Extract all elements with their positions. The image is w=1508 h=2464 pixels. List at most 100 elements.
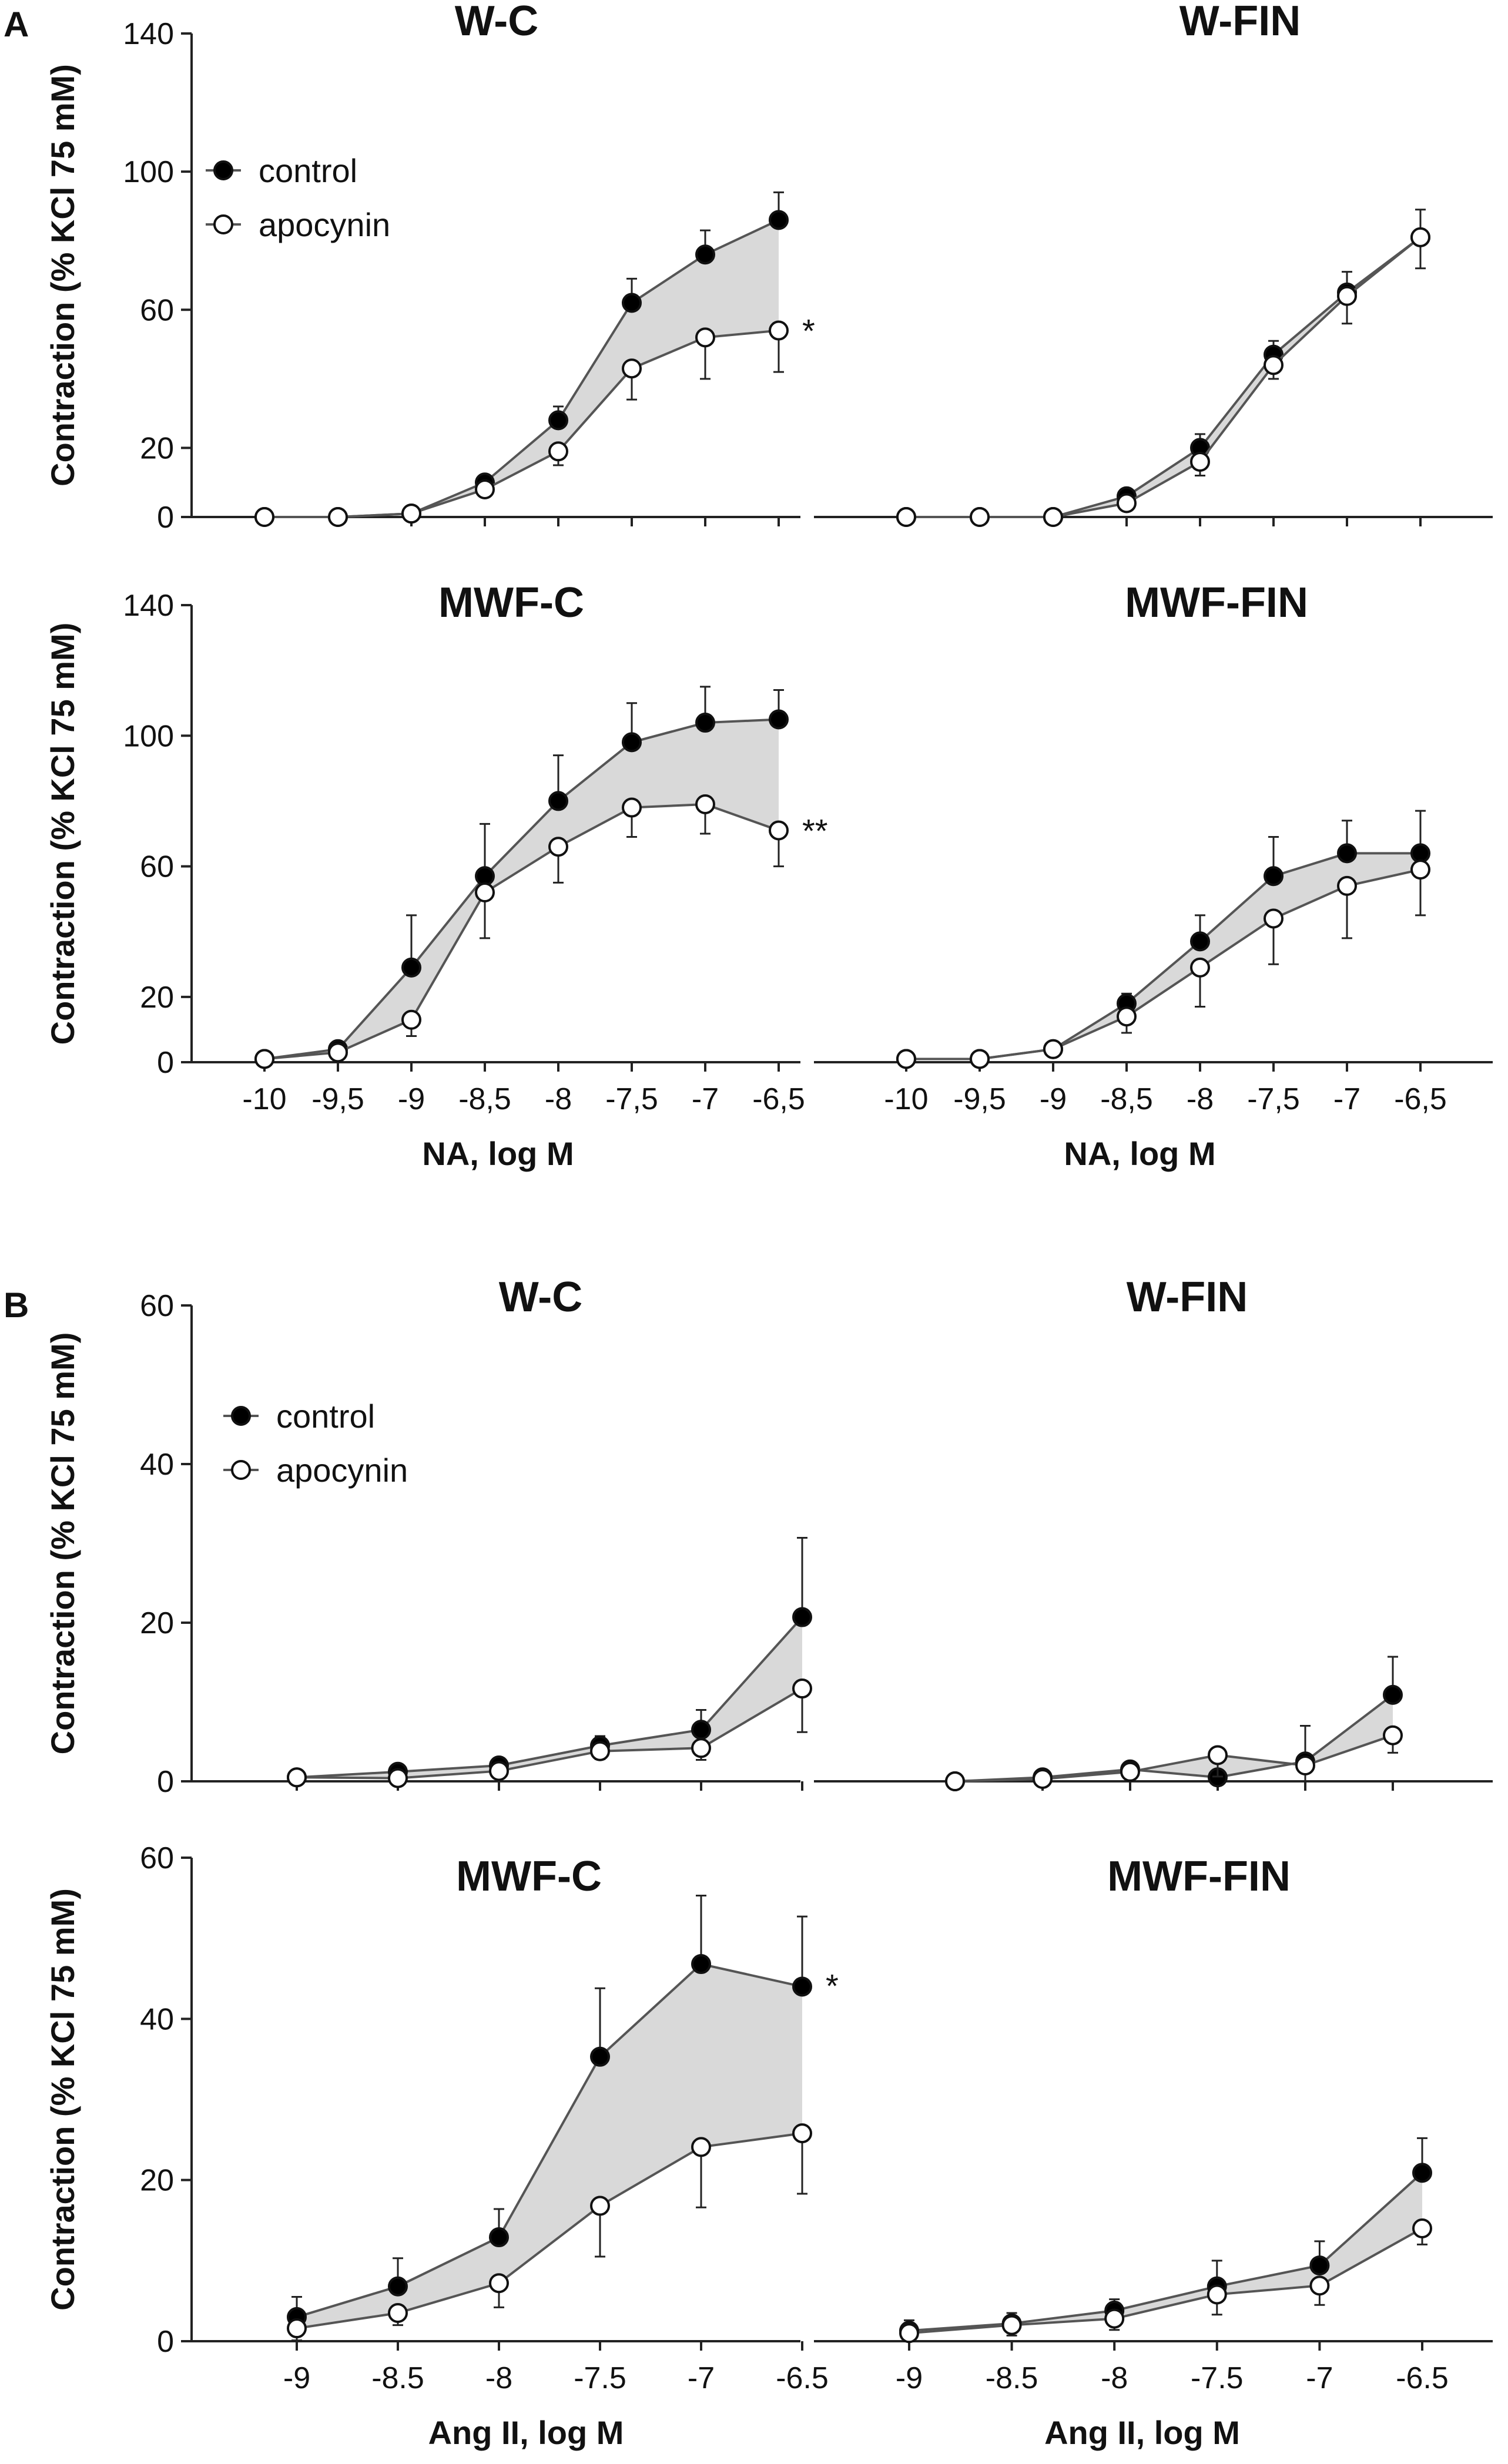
apocynin-point <box>1410 227 1430 247</box>
x-tick-label: -7 <box>1306 2361 1333 2395</box>
legend-apocynin-marker <box>213 214 233 234</box>
apocynin-point <box>970 507 990 527</box>
x-tick-label: -8 <box>1101 2361 1128 2395</box>
apocynin-point <box>792 2123 812 2144</box>
control-point <box>769 210 789 230</box>
x-axis-title: NA, log M <box>422 1135 574 1172</box>
apocynin-point <box>1412 2218 1432 2238</box>
y-tick-label: 60 <box>140 1841 174 1875</box>
apocynin-point <box>287 1767 307 1788</box>
x-tick-label: -8 <box>545 1082 572 1116</box>
y-tick-label: 0 <box>157 1046 174 1080</box>
x-tick-label: -6,5 <box>1394 1082 1447 1116</box>
apocynin-point <box>622 358 642 379</box>
apocynin-point <box>691 2137 711 2157</box>
control-point <box>695 713 715 733</box>
chart-5: 0 20 40 60 Contraction (% KCl 75 mM) W-C <box>44 1274 812 1799</box>
control-point <box>548 791 568 811</box>
apocynin-point <box>896 1049 916 1069</box>
control-point <box>475 866 495 887</box>
control-point <box>388 2276 408 2297</box>
chart-2: W-FIN <box>814 0 1493 527</box>
legend-apocynin-label: apocynin <box>259 206 390 243</box>
apocynin-point <box>792 1679 812 1699</box>
y-axis-title: Contraction (% KCl 75 mM) <box>44 1888 81 2311</box>
control-point <box>1190 931 1210 952</box>
chart-title: W-C <box>499 1274 583 1321</box>
apocynin-line <box>909 2227 1423 2335</box>
x-tick-label: -8.5 <box>371 2361 424 2395</box>
x-tick-label: -9 <box>896 2361 923 2395</box>
x-tick-label: -9 <box>1040 1082 1067 1116</box>
apocynin-point <box>328 1042 348 1063</box>
x-tick-label: -8.5 <box>986 2361 1038 2395</box>
apocynin-point <box>401 1009 421 1030</box>
x-tick-label: -6.5 <box>776 2361 829 2395</box>
apocynin-point <box>695 327 715 348</box>
apocynin-line <box>296 1687 803 1780</box>
apocynin-point <box>970 1049 990 1069</box>
apocynin-point <box>388 1768 408 1788</box>
chart-title: MWF-FIN <box>1107 1853 1291 1900</box>
series-apocynin <box>945 1725 1403 1791</box>
apocynin-point <box>1337 286 1357 306</box>
apocynin-point <box>475 479 495 499</box>
control-point <box>695 244 715 265</box>
x-tick-label: -7,5 <box>1247 1082 1300 1116</box>
legend-apocynin-label: apocynin <box>276 1452 408 1489</box>
series-control <box>287 1894 812 2327</box>
control-point <box>769 709 789 730</box>
apocynin-point <box>590 2196 610 2216</box>
y-tick-label: 60 <box>140 1289 174 1323</box>
x-tick-label: -7 <box>1333 1082 1360 1116</box>
significance-marker: * <box>802 313 815 350</box>
chart-title: MWF-FIN <box>1125 579 1308 626</box>
y-tick-label: 0 <box>157 501 174 535</box>
control-point <box>1337 843 1357 864</box>
apocynin-point <box>1117 493 1137 513</box>
x-tick-label: -8,5 <box>458 1082 511 1116</box>
x-tick-label: -10 <box>884 1082 928 1116</box>
legend-2: control apocynin <box>223 1398 408 1489</box>
difference-shade <box>297 1964 802 2329</box>
apocynin-line <box>264 329 779 518</box>
x-tick-label: -9,5 <box>953 1082 1006 1116</box>
control-point <box>1383 1684 1403 1705</box>
y-tick-label: 100 <box>123 719 174 753</box>
y-tick-label: 40 <box>140 1448 174 1482</box>
apocynin-line <box>264 803 779 1060</box>
apocynin-point <box>1043 507 1063 527</box>
apocynin-line <box>906 868 1421 1060</box>
control-point <box>1410 843 1430 864</box>
series-apocynin <box>287 1679 812 1788</box>
x-tick-label: -9,5 <box>311 1082 364 1116</box>
x-tick-label: -7.5 <box>574 2361 626 2395</box>
difference-shade <box>906 237 1420 517</box>
control-point <box>622 732 642 753</box>
apocynin-line <box>906 236 1422 518</box>
y-tick-label: 100 <box>123 155 174 189</box>
difference-shade <box>264 220 779 517</box>
apocynin-point <box>475 882 495 903</box>
difference-shade <box>297 1617 802 1778</box>
series-apocynin <box>899 2218 1432 2344</box>
x-tick-label: -6,5 <box>752 1082 805 1116</box>
legend-1: control apocynin <box>206 152 390 243</box>
legend-apocynin-marker <box>231 1460 251 1480</box>
apocynin-point <box>1043 1039 1063 1059</box>
y-tick-label: 20 <box>140 2164 174 2198</box>
apocynin-point <box>1383 1725 1403 1745</box>
apocynin-point <box>1207 2284 1227 2305</box>
control-point <box>1309 2255 1330 2276</box>
control-line <box>909 2171 1423 2332</box>
control-line <box>954 1694 1394 1782</box>
chart-1: 0 20 60 100 140 Contraction (% KCl 75 mM) W-C * <box>44 0 815 535</box>
chart-title: W-FIN <box>1127 1274 1248 1321</box>
x-tick-label: -8,5 <box>1100 1082 1153 1116</box>
apocynin-point <box>769 820 789 841</box>
x-axis-title: Ang II, log M <box>428 2414 624 2451</box>
apocynin-point <box>1264 908 1284 929</box>
y-tick-label: 20 <box>140 431 174 465</box>
apocynin-point <box>1117 1006 1137 1027</box>
